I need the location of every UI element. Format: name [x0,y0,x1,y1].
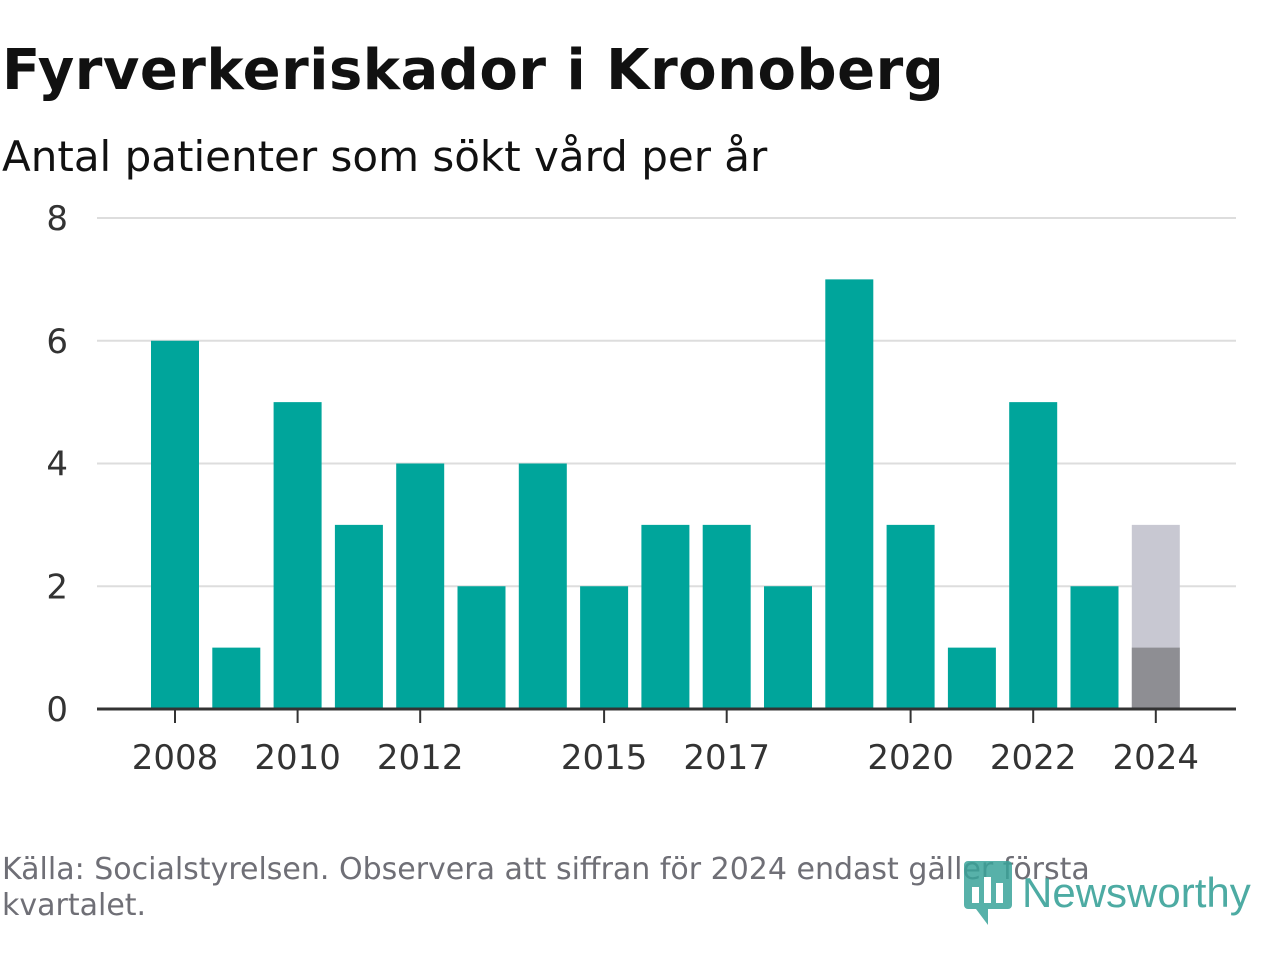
newsworthy-logo: Newsworthy [962,858,1251,928]
bar [151,340,199,709]
bar-partial [1131,647,1180,709]
bar [334,524,383,709]
y-tick-label: 2 [46,567,68,607]
bar [825,279,874,709]
bar-chart: 0 2 4 6 8 2008 2010 2012 2015 2017 2020 2022 2024 [46,199,1236,778]
chart-subtitle: Antal patienter som sökt vård per år [2,132,768,181]
bar [764,586,812,709]
x-tick-label: 2010 [254,738,341,778]
x-axis: 2008 2010 2012 2015 2017 2020 2022 2024 [97,707,1236,778]
bar [396,463,445,709]
y-tick-label: 4 [46,445,68,485]
bar [580,586,629,709]
bar [273,402,322,709]
chart-title: Fyrverkeriskador i Kronoberg [2,38,945,103]
bar [212,647,261,709]
bar [1070,586,1119,709]
bar [518,463,567,709]
logo-text: Newsworthy [1022,869,1251,916]
x-tick-label: 2015 [561,738,648,778]
bar [641,524,690,709]
bars [151,279,1180,709]
x-tick-label: 2012 [377,738,464,778]
y-tick-label: 6 [46,322,68,362]
x-tick-label: 2022 [990,738,1077,778]
x-tick-label: 2020 [867,738,954,778]
x-tick-label: 2024 [1113,738,1200,778]
bar [702,524,751,709]
y-tick-label: 8 [46,199,68,239]
bar [1009,402,1058,709]
x-tick-label: 2017 [683,738,770,778]
source-note: Källa: Socialstyrelsen. Observera att si… [2,852,1090,923]
x-tick-label: 2008 [132,738,219,778]
y-tick-label: 0 [46,690,68,730]
bar [457,586,506,709]
newsworthy-logo-icon [964,861,1012,925]
bar [947,647,996,709]
y-axis-labels: 0 2 4 6 8 [46,199,68,730]
bar [886,524,935,709]
